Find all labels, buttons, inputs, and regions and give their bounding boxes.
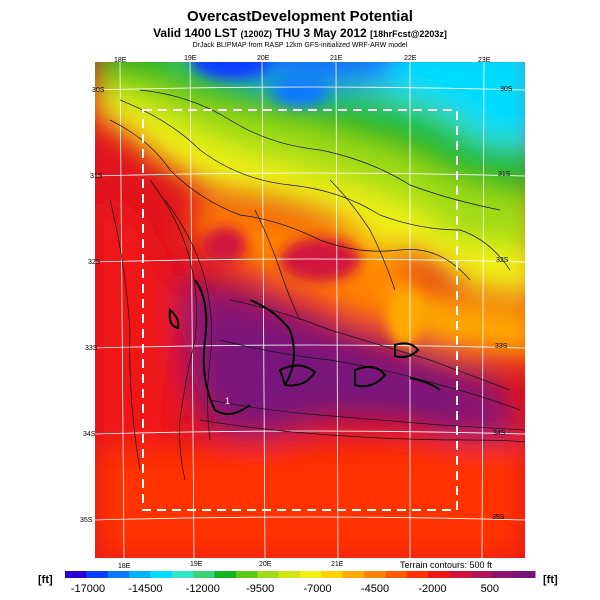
colorbar-swatch [385,571,408,578]
colorbar-tick-labels: -17000 -14500 -12000 -9500 -7000 -4500 -2000 50… [71,583,499,595]
colorbar-swatch [86,571,109,578]
colorbar-swatch [235,571,258,578]
svg-text:19E: 19E [190,561,203,568]
colorbar-unit-right: [ft] [543,574,558,586]
svg-text:35S: 35S [80,517,93,524]
valid-time-subtitle: Valid 1400 LST (1200Z) THU 3 May 2012 [1… [0,26,600,40]
colorbar-swatch [364,571,386,578]
colorbar-swatch [470,571,493,578]
colorbar-tick-label: -2000 [418,583,446,595]
colorbar-swatch [214,571,237,578]
valid-time-z: (1200Z) [240,29,272,39]
colorbar-tick-label: -7000 [304,583,332,595]
colorbar-tick-label: -4500 [361,583,389,595]
svg-text:31S: 31S [498,171,511,178]
svg-text:22E: 22E [404,55,417,62]
svg-text:33S: 33S [495,343,508,350]
colorbar-swatch [278,571,301,578]
svg-text:21E: 21E [331,561,344,568]
colorbar-unit-left: [ft] [38,574,53,586]
forecast-info: [18hrFcst@2203z] [370,29,447,39]
color-field: 1 [95,62,525,558]
terrain-contours [109,89,525,481]
colorbar-swatch [513,571,536,578]
colorbar-tick-label: -12000 [186,583,220,595]
colorbar-swatch [321,571,344,578]
station-marker: 1 [225,396,230,406]
svg-text:20E: 20E [257,55,270,62]
terrain-contour-note: Terrain contours: 500 ft [400,560,493,570]
lat-lon-grid [95,62,525,558]
colorbar-tick-label: 500 [481,583,499,595]
svg-text:32S: 32S [496,257,509,264]
valid-time: Valid 1400 LST [153,26,238,40]
colorbar [65,571,536,578]
colorbar-swatch [300,571,322,578]
svg-text:33S: 33S [85,345,98,352]
colorbar-swatch [449,571,472,578]
colorbar-swatch [107,571,130,578]
valid-date: THU 3 May 2012 [275,26,367,40]
colorbar-swatch [171,571,194,578]
svg-text:18E: 18E [118,563,131,570]
colorbar-swatch [428,571,451,578]
axis-labels: 18E 19E 20E 21E 22E 23E 18E 19E 20E 21E … [80,55,513,570]
svg-text:32S: 32S [88,259,101,266]
colorbar-swatch [150,571,173,578]
colorbar-tick-label: -14500 [128,583,162,595]
colorbar-swatch [406,571,429,578]
chart-title: OvercastDevelopment Potential [187,8,413,25]
svg-text:23E: 23E [478,57,491,64]
svg-text:31S: 31S [90,173,103,180]
svg-text:19E: 19E [184,55,197,62]
svg-text:34S: 34S [83,431,96,438]
svg-text:30S: 30S [500,86,513,93]
bold-terrain-contours [168,279,441,415]
svg-text:21E: 21E [330,55,343,62]
colorbar-tick-label: -17000 [71,583,105,595]
colorbar-tick-label: -9500 [246,583,274,595]
svg-text:34S: 34S [493,430,506,437]
svg-text:18E: 18E [114,57,127,64]
model-credit: DrJack BLIPMAP from RASP 12km GFS-initia… [192,42,408,49]
colorbar-swatch [342,571,365,578]
colorbar-swatch [257,571,280,578]
colorbar-swatch [65,571,87,578]
svg-text:20E: 20E [259,561,272,568]
colorbar-swatch [129,571,151,578]
colorbar-swatch [193,571,216,578]
inner-domain-boundary [142,109,458,511]
svg-text:35S: 35S [492,514,505,521]
svg-text:30S: 30S [92,87,105,94]
colorbar-swatch [492,571,515,578]
